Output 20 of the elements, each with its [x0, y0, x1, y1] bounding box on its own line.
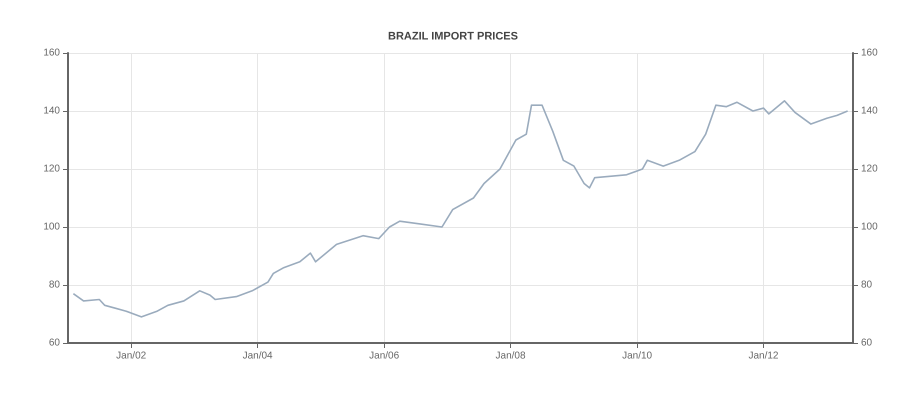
x-tick-label: Jan/10 — [622, 350, 653, 362]
y2-tick-label: 140 — [861, 106, 878, 116]
x-tick-label: Jan/08 — [496, 350, 526, 362]
x-tick-label: Jan/02 — [116, 350, 147, 362]
x-tick-label: Jan/06 — [369, 350, 400, 362]
x-tick-label: Jan/12 — [748, 350, 779, 362]
y2-tick-label: 160 — [861, 48, 878, 58]
y2-tick-label: 80 — [861, 280, 873, 290]
chart-title: BRAZIL IMPORT PRICES — [388, 30, 518, 42]
y-tick-label: 100 — [43, 222, 60, 232]
y2-tick-label: 60 — [861, 338, 873, 348]
line-series — [72, 100, 848, 318]
y-tick-label: 80 — [48, 280, 60, 290]
y2-tick-label: 100 — [861, 222, 878, 232]
y-tick-label: 120 — [43, 164, 60, 174]
y-tick-label: 160 — [43, 48, 60, 58]
y-tick-label: 60 — [48, 338, 60, 348]
x-tick-label: Jan/04 — [242, 350, 274, 362]
y2-tick-label: 120 — [861, 164, 878, 174]
y-tick-label: 140 — [43, 106, 60, 116]
